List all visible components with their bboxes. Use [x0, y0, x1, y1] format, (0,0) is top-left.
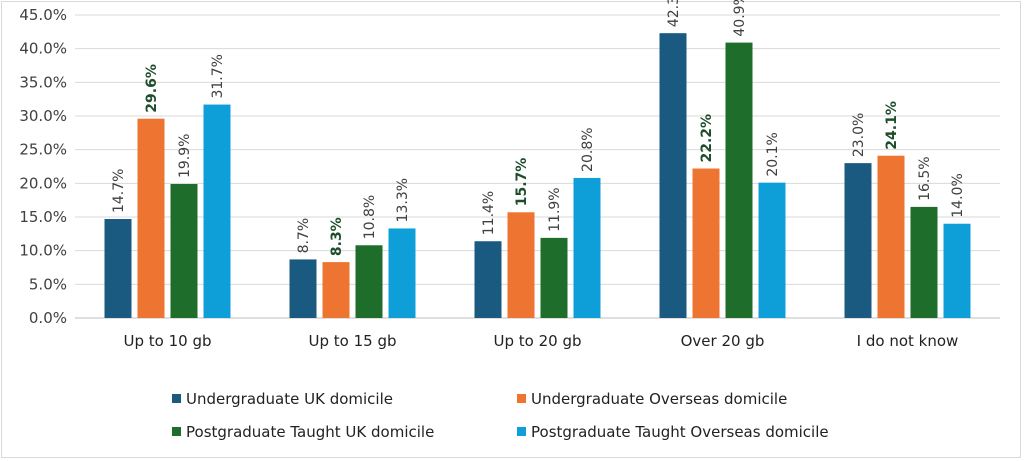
bar	[844, 163, 872, 318]
bar	[758, 182, 786, 318]
bar	[692, 168, 720, 318]
bar	[877, 155, 905, 318]
legend-swatch	[517, 394, 526, 403]
data-label: 10.8%	[362, 195, 378, 239]
data-label: 23.0%	[851, 113, 867, 157]
data-label: 11.9%	[547, 187, 563, 231]
legend-swatch	[517, 427, 526, 436]
y-tick-label: 45.0%	[19, 6, 67, 24]
bar	[507, 212, 535, 318]
bar	[540, 237, 568, 318]
data-label: 11.4%	[481, 191, 497, 235]
bar	[137, 118, 165, 319]
bar	[203, 104, 231, 318]
bar	[388, 228, 416, 318]
legend-label: Postgraduate Taught UK domicile	[186, 423, 434, 441]
legend-label: Postgraduate Taught Overseas domicile	[531, 423, 829, 441]
y-tick-label: 30.0%	[19, 107, 67, 125]
y-axis: 0.0% 5.0% 10.0% 15.0% 20.0% 25.0% 30.0% 35.0% 40…	[19, 6, 67, 327]
data-label: 19.9%	[177, 134, 193, 178]
bar	[322, 262, 350, 318]
data-label: 8.3%	[329, 217, 345, 256]
bar	[659, 33, 687, 319]
data-label: 14.0%	[950, 173, 966, 217]
bar	[573, 177, 601, 318]
x-category-label: Up to 20 gb	[494, 332, 582, 350]
bar	[474, 241, 502, 318]
y-tick-label: 20.0%	[19, 174, 67, 192]
bar	[943, 223, 971, 318]
data-label: 22.2%	[699, 114, 715, 163]
data-label: 20.8%	[580, 127, 596, 171]
y-tick-label: 10.0%	[19, 242, 67, 260]
bar	[910, 206, 938, 318]
data-label: 29.6%	[144, 64, 160, 113]
bar	[170, 184, 198, 318]
data-label: 13.3%	[395, 178, 411, 222]
data-labels: 14.7% 29.6% 19.9% 31.7% 8.7% 8.3% 10.8% 13.3% 11…	[111, 0, 966, 256]
x-category-label: Up to 15 gb	[309, 332, 397, 350]
y-tick-label: 40.0%	[19, 40, 67, 58]
bars	[104, 33, 971, 319]
x-category-label: I do not know	[857, 332, 959, 350]
y-tick-label: 0.0%	[29, 309, 67, 327]
bar	[104, 219, 132, 318]
data-label: 14.7%	[111, 169, 127, 213]
data-label: 20.1%	[765, 132, 781, 176]
x-axis: Up to 10 gb Up to 15 gb Up to 20 gb Over 20…	[124, 332, 959, 350]
data-label: 40.9%	[732, 0, 748, 37]
bar	[355, 245, 383, 318]
data-label: 42.3%	[666, 0, 682, 27]
y-tick-label: 25.0%	[19, 141, 67, 159]
y-tick-label: 5.0%	[29, 275, 67, 293]
data-label: 8.7%	[296, 218, 312, 254]
y-tick-label: 15.0%	[19, 208, 67, 226]
legend-label: Undergraduate Overseas domicile	[531, 390, 787, 408]
data-label: 24.1%	[884, 101, 900, 150]
legend-label: Undergraduate UK domicile	[186, 390, 393, 408]
data-label: 15.7%	[514, 158, 530, 207]
legend-swatch	[172, 427, 181, 436]
y-tick-label: 35.0%	[19, 73, 67, 91]
x-category-label: Over 20 gb	[681, 332, 765, 350]
bar	[725, 42, 753, 319]
data-label: 31.7%	[210, 54, 226, 98]
bar	[289, 259, 317, 318]
data-label: 16.5%	[917, 156, 933, 200]
legend-swatch	[172, 394, 181, 403]
legend: Undergraduate UK domicile Undergraduate O…	[172, 390, 829, 441]
x-category-label: Up to 10 gb	[124, 332, 212, 350]
